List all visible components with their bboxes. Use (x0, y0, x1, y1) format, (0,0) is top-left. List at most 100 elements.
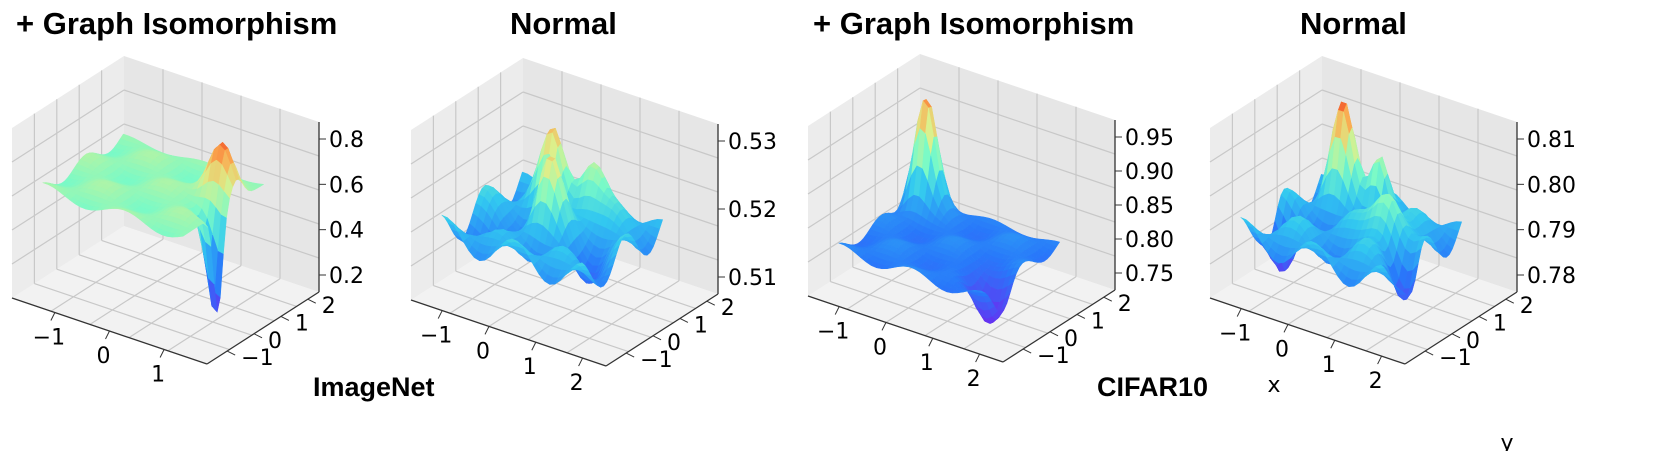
z-tick-label: 0.90 (1125, 160, 1174, 185)
surface-facet (176, 233, 187, 238)
floor-gridline (963, 276, 1077, 350)
back-gridline (919, 189, 1116, 257)
x-tick-label: −1 (817, 320, 849, 345)
floor-gridline (101, 239, 297, 307)
y-tick (253, 333, 263, 339)
y-tick (679, 318, 689, 323)
floor-gridline (852, 266, 1048, 334)
y-tick (1451, 333, 1461, 339)
y-tick-label: 1 (295, 311, 309, 336)
x-tick (437, 310, 443, 319)
surface-facet (1375, 264, 1385, 269)
x-tick (531, 342, 537, 351)
x-axis-line (1209, 297, 1406, 365)
back-gridline (919, 155, 1116, 223)
x-axis-line (410, 299, 607, 367)
back-gridline (1321, 89, 1518, 157)
dataset-label-cifar10: CIFAR10 (1097, 372, 1209, 402)
y-tick-label: −1 (1439, 346, 1471, 371)
y-tick-label: 2 (1118, 292, 1132, 317)
floor-gridline (566, 280, 680, 354)
x-tick-label: 1 (151, 362, 165, 387)
floor-gridline (128, 265, 242, 339)
x-tick (1283, 324, 1289, 333)
y-tick (1022, 348, 1032, 354)
x-tick-label: 0 (97, 344, 111, 369)
x-tick-label: 1 (920, 351, 934, 376)
floor-gridline (167, 278, 281, 352)
y-axis-line (605, 293, 719, 367)
y-tick (307, 298, 317, 304)
y-tick (1424, 350, 1434, 356)
y-tick-label: 2 (322, 294, 336, 319)
y-axis-line (1404, 291, 1518, 365)
y-tick-label: 0 (268, 329, 282, 354)
y-tick (226, 350, 236, 356)
x-tick (834, 306, 840, 315)
back-gridline (807, 121, 921, 195)
back-gridline (1209, 123, 1323, 197)
floor-gridline (56, 268, 252, 336)
y-tick-label: −1 (1037, 344, 1069, 369)
surface-mesh (441, 127, 664, 288)
x-tick (50, 312, 56, 321)
back-gridline (410, 91, 524, 165)
z-tick-label: 0.80 (1527, 173, 1576, 198)
back-gridline (1321, 123, 1518, 191)
x-tick (1330, 340, 1336, 349)
back-gridline (919, 87, 1116, 155)
x-tick-label: 1 (523, 355, 537, 380)
x-tick-label: −1 (1219, 322, 1251, 347)
x-tick-label: −1 (33, 326, 65, 351)
y-tick-label: 2 (1520, 294, 1534, 319)
y-tick-label: 1 (1493, 311, 1507, 336)
floor-gridline (1254, 268, 1450, 336)
y-tick (1103, 296, 1113, 302)
z-tick-label: 0.95 (1125, 126, 1174, 151)
surface-mesh (42, 133, 265, 313)
x-tick-label: 0 (873, 335, 887, 360)
x-tick (159, 349, 165, 358)
x-tick-label: 2 (967, 367, 981, 392)
y-tick-label: 0 (1064, 327, 1078, 352)
x-tick-label: 2 (570, 371, 584, 396)
floor-gridline (1232, 283, 1428, 351)
floor-pane (12, 226, 319, 364)
x-tick-label: −1 (420, 324, 452, 349)
y-tick (652, 335, 662, 341)
y-tick-label: 0 (667, 331, 681, 356)
floor-gridline (89, 251, 203, 325)
z-tick-label: 0.85 (1125, 194, 1174, 219)
floor-gridline (433, 285, 629, 353)
y-tick-label: −1 (640, 348, 672, 373)
y-tick (1478, 316, 1488, 321)
y-tick (1076, 314, 1086, 319)
floor-pane (411, 228, 718, 366)
y-tick-label: 1 (1091, 309, 1105, 334)
panel-title-1: + Graph Isomorphism (16, 6, 338, 41)
back-gridline (410, 125, 524, 199)
y-axis-label: y (1500, 431, 1513, 451)
x-tick-label: 0 (476, 339, 490, 364)
panel-title-4: Normal (1300, 6, 1407, 41)
surface-facet (973, 290, 983, 292)
y-tick-label: 1 (694, 313, 708, 338)
z-tick-label: 0.8 (329, 128, 364, 153)
back-gridline (807, 155, 921, 229)
x-tick (881, 322, 887, 331)
x-tick (484, 326, 490, 335)
floor-gridline (527, 267, 641, 341)
panel-title-2: Normal (510, 6, 617, 41)
y-tick (1505, 298, 1515, 304)
back-gridline (1209, 157, 1323, 231)
floor-gridline (1326, 265, 1440, 339)
z-tick-label: 0.78 (1527, 264, 1576, 289)
y-tick-label: 2 (721, 296, 735, 321)
z-tick-label: 0.51 (728, 266, 777, 291)
z-tick-label: 0.2 (329, 264, 364, 289)
x-tick-label: 1 (1322, 353, 1336, 378)
